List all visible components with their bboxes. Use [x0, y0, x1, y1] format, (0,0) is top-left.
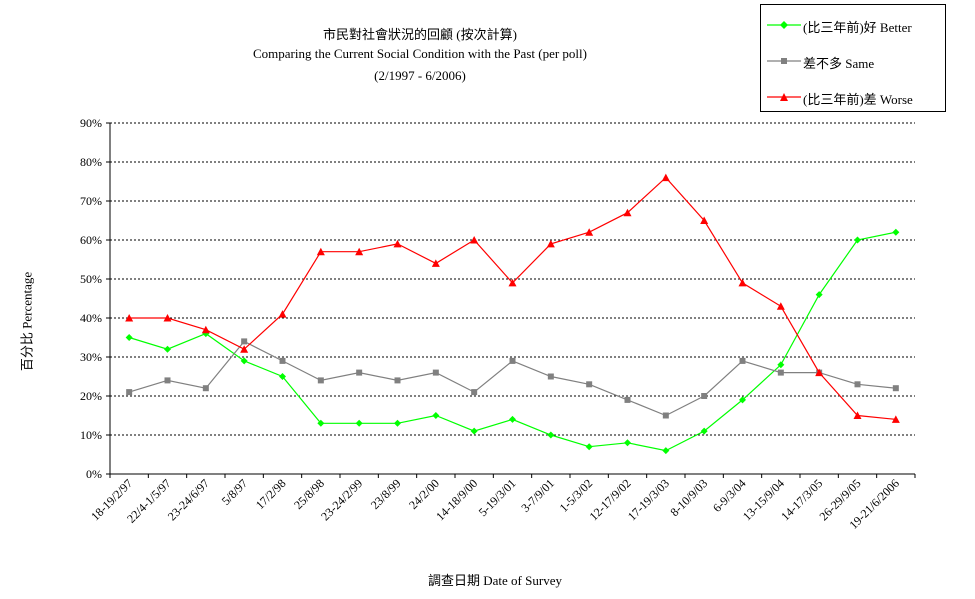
data-point-same: [586, 381, 593, 388]
data-point-worse: [125, 314, 134, 322]
data-point-worse: [431, 259, 440, 267]
x-tick-label: 23/8/99: [368, 476, 404, 512]
data-point-better: [394, 419, 401, 427]
data-point-same: [509, 357, 516, 364]
data-point-worse: [278, 310, 287, 318]
data-point-better: [700, 427, 708, 435]
y-tick-label: 30%: [80, 350, 102, 364]
data-point-worse: [700, 216, 709, 224]
data-point-same: [892, 385, 899, 392]
data-point-same: [547, 373, 554, 380]
data-point-same: [394, 377, 401, 384]
y-tick-label: 10%: [80, 428, 102, 442]
data-point-same: [739, 357, 746, 364]
x-tick-label: 5-19/3/01: [476, 476, 519, 519]
data-point-worse: [853, 411, 862, 419]
data-point-worse: [201, 325, 210, 334]
legend-marker-better: [767, 21, 801, 29]
legend-marker-worse: [767, 93, 801, 101]
data-point-same: [777, 369, 784, 376]
x-tick-label: 8-10/9/03: [667, 476, 710, 519]
data-point-better: [470, 427, 478, 435]
data-point-same: [471, 389, 478, 396]
x-tick-label: 23-24/2/99: [318, 476, 365, 523]
x-tick-label: 14-18/9/00: [433, 476, 480, 523]
data-point-better: [164, 345, 171, 353]
x-axis-title: 調查日期 Date of Survey: [428, 573, 562, 588]
data-point-worse: [815, 368, 824, 377]
data-point-better: [279, 373, 286, 380]
data-point-worse: [393, 239, 402, 248]
data-point-worse: [891, 415, 900, 423]
data-point-better: [355, 419, 363, 427]
data-point-better: [240, 357, 248, 365]
legend-marker-same: [767, 58, 801, 64]
series-line-2: [129, 176, 896, 420]
chart-period: (2/1997 - 6/2006): [374, 68, 466, 83]
x-tick-label: 17/2/98: [253, 476, 289, 512]
data-point-same: [356, 369, 363, 376]
legend: (比三年前)好 Better 差不多 Same (比三年前)差 Worse: [760, 4, 946, 112]
data-point-worse: [776, 302, 785, 310]
data-point-same: [624, 396, 631, 403]
y-tick-label: 0%: [86, 467, 102, 481]
data-point-worse: [661, 173, 670, 182]
data-point-same: [701, 393, 708, 399]
x-tick-label: 5/8/97: [219, 476, 251, 508]
data-point-better: [892, 228, 900, 236]
x-tick-label: 24/2/00: [406, 476, 442, 512]
legend-item-same: 差不多 Same: [761, 51, 945, 71]
data-point-same: [164, 377, 171, 384]
data-point-same: [317, 377, 324, 384]
data-point-better: [815, 291, 823, 299]
legend-label-worse: (比三年前)差 Worse: [803, 92, 913, 107]
data-point-better: [739, 396, 746, 404]
data-point-better: [317, 419, 325, 427]
legend-item-better: (比三年前)好 Better: [761, 15, 945, 35]
data-point-same: [202, 385, 209, 392]
y-tick-label: 80%: [80, 155, 102, 169]
data-point-better: [432, 412, 440, 419]
data-point-worse: [585, 228, 594, 236]
data-point-better: [585, 443, 593, 451]
legend-label-same: 差不多 Same: [803, 56, 875, 71]
data-point-worse: [508, 278, 517, 287]
data-point-same: [241, 338, 248, 345]
data-point-better: [509, 415, 516, 423]
data-point-same: [432, 369, 439, 376]
data-point-worse: [240, 345, 249, 353]
x-tick-label: 3-7/9/01: [518, 476, 557, 515]
chart-title: 市民對社會狀況的回顧 (按次計算): [323, 27, 517, 42]
data-point-worse: [316, 247, 325, 256]
chart-subtitle: Comparing the Current Social Condition w…: [253, 46, 587, 61]
data-point-better: [624, 439, 631, 447]
data-point-same: [854, 381, 861, 388]
legend-item-worse: (比三年前)差 Worse: [761, 87, 945, 107]
y-tick-label: 70%: [80, 194, 102, 208]
y-tick-label: 90%: [80, 116, 102, 130]
y-tick-label: 60%: [80, 233, 102, 247]
y-tick-label: 40%: [80, 311, 102, 325]
data-point-worse: [738, 278, 747, 287]
data-point-worse: [470, 236, 479, 244]
data-point-better: [777, 361, 785, 369]
data-point-worse: [355, 247, 364, 256]
data-point-worse: [163, 314, 172, 322]
data-point-better: [854, 236, 861, 244]
data-point-better: [547, 431, 555, 439]
data-point-same: [662, 412, 669, 419]
x-tick-label: 17-19/3/03: [625, 476, 672, 523]
data-point-better: [125, 334, 133, 341]
data-point-same: [126, 389, 133, 396]
data-point-same: [279, 357, 286, 364]
data-point-worse: [623, 208, 632, 217]
y-tick-label: 20%: [80, 389, 102, 403]
y-tick-label: 50%: [80, 272, 102, 286]
x-tick-label: 25/8/98: [291, 476, 327, 512]
x-tick-label: 23-24/6/97: [165, 476, 212, 523]
legend-label-better: (比三年前)好 Better: [803, 20, 912, 35]
data-point-better: [662, 447, 670, 455]
data-point-worse: [546, 239, 555, 248]
